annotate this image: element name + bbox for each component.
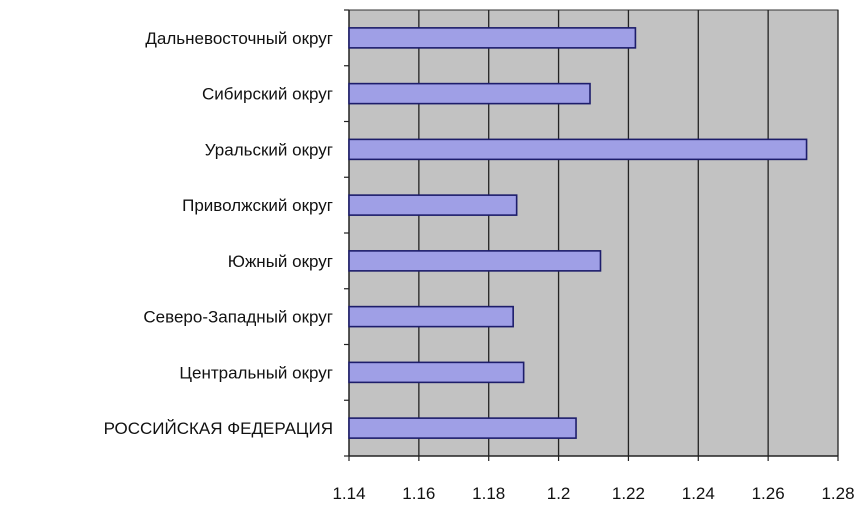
bar xyxy=(348,361,525,384)
category-label: Уральский округ xyxy=(205,140,333,159)
category-label: РОССИЙСКАЯ ФЕДЕРАЦИЯ xyxy=(104,419,333,438)
bar xyxy=(348,27,637,49)
x-tick-label: 1.2 xyxy=(547,484,571,503)
category-label: Приволжский округ xyxy=(182,196,333,215)
x-tick-label: 1.14 xyxy=(332,484,365,503)
category-label: Дальневосточный округ xyxy=(145,29,333,48)
x-tick-label: 1.16 xyxy=(402,484,435,503)
bars xyxy=(348,27,808,439)
x-tick-label: 1.18 xyxy=(472,484,505,503)
bar xyxy=(348,194,518,216)
bar xyxy=(348,417,577,439)
bar xyxy=(348,138,808,161)
category-label: Северо-Западный округ xyxy=(143,308,333,327)
bar xyxy=(348,82,591,105)
x-tick-label: 1.26 xyxy=(752,484,785,503)
bar xyxy=(348,305,514,328)
category-labels: Дальневосточный округ Сибирский округ Урал… xyxy=(104,29,333,438)
x-tick-label: 1.28 xyxy=(821,484,854,503)
plot-area xyxy=(348,9,839,457)
category-label: Южный округ xyxy=(228,252,333,271)
category-label: Центральный округ xyxy=(179,363,333,382)
bar xyxy=(348,250,602,272)
x-tick-labels: 1.14 1.16 1.18 1.2 1.22 1.24 1.26 1.28 xyxy=(332,484,854,503)
x-tick-label: 1.22 xyxy=(612,484,645,503)
category-label: Сибирский округ xyxy=(202,85,333,104)
x-tick-label: 1.24 xyxy=(682,484,715,503)
